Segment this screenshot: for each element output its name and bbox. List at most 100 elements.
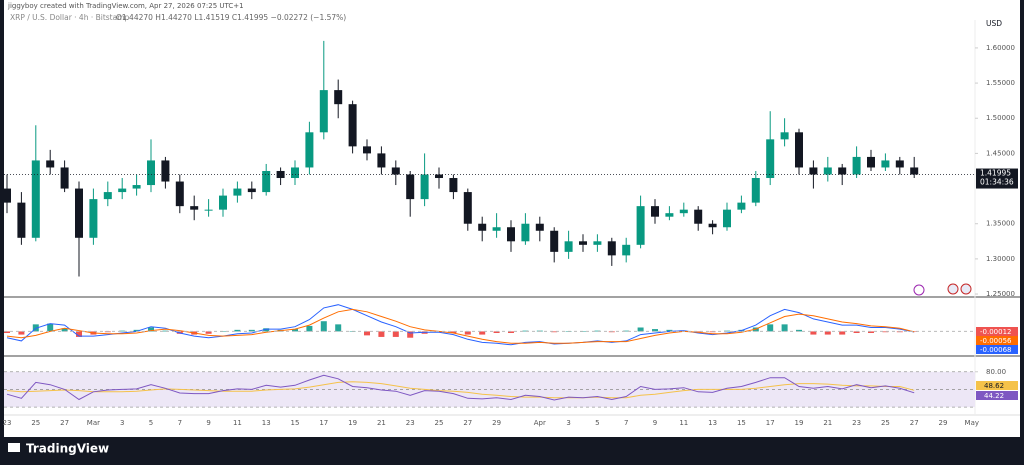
value-box xyxy=(976,381,1018,390)
value-box xyxy=(976,336,1018,345)
currency: USD xyxy=(986,19,1002,28)
candle-body xyxy=(175,181,184,207)
x-tick-label: 15 xyxy=(737,419,746,427)
macd-histogram-bar xyxy=(508,331,514,333)
candle-body xyxy=(89,199,98,238)
y-tick-label: 1.35000 xyxy=(986,220,1015,228)
macd-histogram-bar xyxy=(839,331,846,335)
macd-histogram-bar xyxy=(666,329,673,332)
macd-histogram-bar xyxy=(61,328,68,332)
candle-body xyxy=(420,174,429,200)
macd-histogram-bar xyxy=(882,331,889,333)
x-tick-label: 19 xyxy=(348,419,357,427)
x-tick-label: 29 xyxy=(939,419,948,427)
x-tick-label: 15 xyxy=(291,419,300,427)
macd-histogram-bar xyxy=(320,321,327,332)
y-tick-label: 1.55000 xyxy=(986,79,1015,87)
candle-body xyxy=(31,160,40,238)
candle-body xyxy=(593,241,602,245)
value-label: -0.00056 xyxy=(980,337,1012,345)
macd-histogram-bar xyxy=(810,331,817,335)
candle-body xyxy=(348,104,357,147)
candle-body xyxy=(636,206,645,245)
macd-histogram-bar xyxy=(594,330,601,332)
candle-body xyxy=(247,188,256,193)
last-price-box xyxy=(976,168,1018,189)
macd-histogram-bar xyxy=(133,329,140,332)
y-tick-label: 1.50000 xyxy=(986,114,1015,122)
candle-body xyxy=(780,132,789,140)
event-icon[interactable] xyxy=(913,284,925,296)
y-tick-label: 1.25000 xyxy=(986,290,1015,298)
macd-histogram-bar xyxy=(148,327,154,332)
x-tick-label: 21 xyxy=(823,419,832,427)
macd-histogram-bar xyxy=(551,331,558,333)
y-tick-label: 80.00 xyxy=(986,368,1006,376)
macd-histogram-bar xyxy=(522,330,529,332)
macd-histogram-bar xyxy=(234,329,241,332)
value-label: -0.00012 xyxy=(980,328,1011,336)
x-tick-label: Mar xyxy=(87,419,100,427)
x-tick-label: 17 xyxy=(766,419,775,427)
candle-body xyxy=(391,167,400,175)
candle-body xyxy=(463,192,472,224)
event-icon[interactable] xyxy=(960,283,972,295)
plot-area xyxy=(4,40,975,408)
event-icon[interactable] xyxy=(947,283,959,295)
macd-histogram-bar xyxy=(479,331,486,335)
candle-body xyxy=(737,202,746,210)
macd-histogram-bar xyxy=(392,331,399,337)
candle-body xyxy=(535,223,544,231)
macd-line xyxy=(6,304,915,346)
x-tick-label: 25 xyxy=(435,419,444,427)
candle-body xyxy=(233,188,242,196)
y-tick-label: 1.30000 xyxy=(986,255,1015,263)
last-price-label: 1.41995 xyxy=(980,169,1011,178)
candle-body xyxy=(204,209,213,211)
x-tick-label: 17 xyxy=(319,419,328,427)
brand: TradingView xyxy=(26,442,109,456)
macd-histogram-bar xyxy=(407,331,414,338)
footer-logo xyxy=(8,443,20,452)
value-box xyxy=(976,327,1018,336)
macd-histogram-bar xyxy=(464,331,471,335)
rsi-line xyxy=(6,374,915,401)
candle-body xyxy=(363,146,371,154)
macd-histogram-bar xyxy=(4,331,10,333)
x-tick-label: 5 xyxy=(149,419,153,427)
x-tick-label: 23 xyxy=(3,419,12,427)
candle-body xyxy=(291,167,299,179)
macd-histogram-bar xyxy=(378,331,385,337)
x-tick-label: 9 xyxy=(653,419,657,427)
candle-body xyxy=(60,167,69,189)
candle-body xyxy=(219,195,227,210)
value-label: 44.22 xyxy=(984,392,1004,400)
macd-histogram-bar xyxy=(292,329,298,332)
candle-body xyxy=(795,132,803,168)
macd-histogram-bar xyxy=(119,330,126,332)
macd-histogram-bar xyxy=(205,331,212,334)
candle-body xyxy=(550,230,559,252)
macd-histogram-bar xyxy=(493,331,500,333)
macd-histogram-bar xyxy=(306,325,313,332)
candle-body xyxy=(103,192,112,200)
macd-histogram-bar xyxy=(18,331,25,335)
candle-body xyxy=(708,223,717,228)
y-tick-label: 1.60000 xyxy=(986,44,1015,52)
macd-histogram-bar xyxy=(652,329,658,332)
candle-body xyxy=(852,156,861,175)
rsi-ma-line xyxy=(6,381,915,399)
macd-histogram-bar xyxy=(637,327,644,332)
macd-histogram-bar xyxy=(162,330,169,332)
value-label: -0.00068 xyxy=(980,346,1011,354)
countdown: 01:34:36 xyxy=(980,178,1014,187)
x-tick-label: 9 xyxy=(206,419,210,427)
x-tick-label: 29 xyxy=(492,419,501,427)
candle-body xyxy=(132,185,141,189)
x-tick-label: 3 xyxy=(120,419,124,427)
candle-body xyxy=(492,227,501,231)
y-tick-label: 1.45000 xyxy=(986,149,1015,157)
x-tick-label: 11 xyxy=(233,419,242,427)
candle-body xyxy=(449,178,458,193)
